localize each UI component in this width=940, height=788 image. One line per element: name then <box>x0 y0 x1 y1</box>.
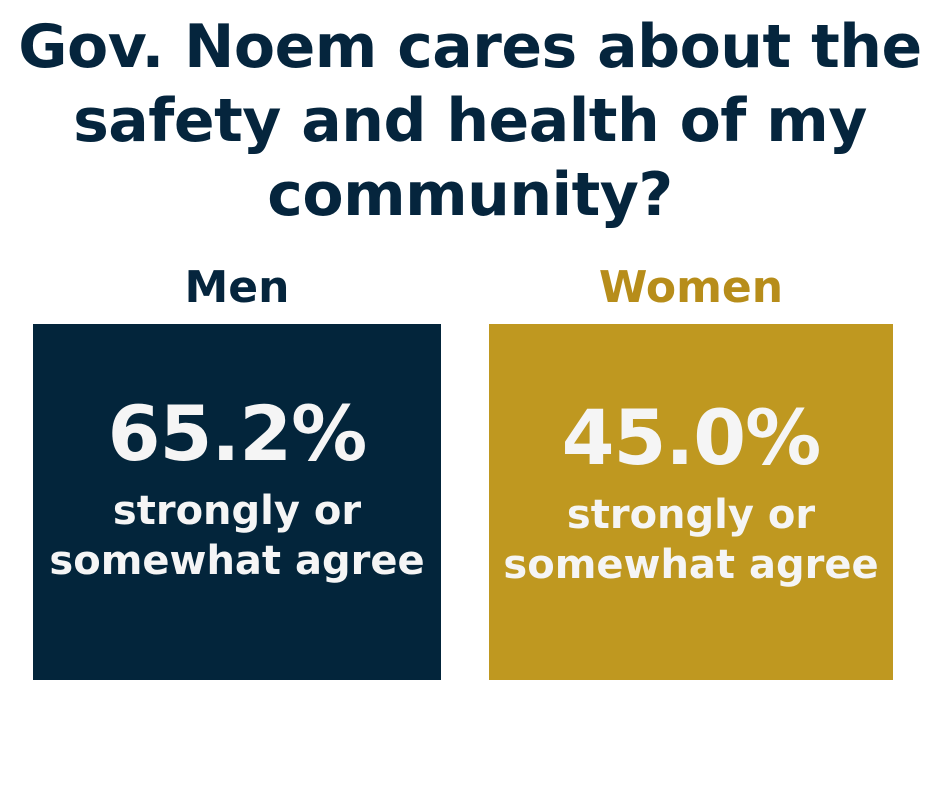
men-group: Men 65.2% strongly or somewhat agree <box>33 258 441 680</box>
women-caption-line-2: somewhat agree <box>503 542 879 588</box>
women-caption-line-1: strongly or <box>566 492 816 538</box>
men-stat-box: 65.2% strongly or somewhat agree <box>33 324 441 680</box>
title-line-1: Gov. Noem cares about the <box>18 12 922 82</box>
women-label: Women <box>598 262 784 313</box>
men-caption: strongly or somewhat agree <box>33 486 441 586</box>
women-group: Women 45.0% strongly or somewhat agree <box>489 258 893 680</box>
men-caption-line-1: strongly or <box>112 488 362 534</box>
title-line-3: community? <box>267 160 673 230</box>
men-caption-line-2: somewhat agree <box>49 538 425 584</box>
women-stat-box: 45.0% strongly or somewhat agree <box>489 324 893 680</box>
page-title: Gov. Noem cares about the safety and hea… <box>0 10 940 232</box>
title-line-2: safety and health of my <box>73 86 867 156</box>
men-label: Men <box>184 262 290 313</box>
women-caption: strongly or somewhat agree <box>489 490 893 590</box>
women-percentage: 45.0% <box>561 393 822 482</box>
men-percentage: 65.2% <box>107 389 368 478</box>
